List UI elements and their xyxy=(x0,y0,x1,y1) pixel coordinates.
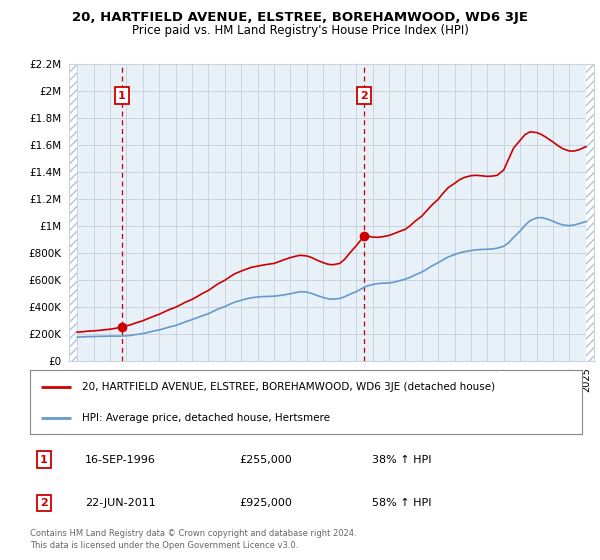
Text: 1: 1 xyxy=(118,91,125,101)
Text: 2: 2 xyxy=(40,498,47,508)
Text: 22-JUN-2011: 22-JUN-2011 xyxy=(85,498,156,508)
Text: 2: 2 xyxy=(360,91,368,101)
Text: 58% ↑ HPI: 58% ↑ HPI xyxy=(372,498,432,508)
Text: Contains HM Land Registry data © Crown copyright and database right 2024.
This d: Contains HM Land Registry data © Crown c… xyxy=(30,529,356,550)
Text: £925,000: £925,000 xyxy=(240,498,293,508)
Text: 16-SEP-1996: 16-SEP-1996 xyxy=(85,455,156,465)
Text: 1: 1 xyxy=(40,455,47,465)
Text: Price paid vs. HM Land Registry's House Price Index (HPI): Price paid vs. HM Land Registry's House … xyxy=(131,24,469,36)
Text: 38% ↑ HPI: 38% ↑ HPI xyxy=(372,455,432,465)
Text: 20, HARTFIELD AVENUE, ELSTREE, BOREHAMWOOD, WD6 3JE (detached house): 20, HARTFIELD AVENUE, ELSTREE, BOREHAMWO… xyxy=(82,382,496,392)
Text: 20, HARTFIELD AVENUE, ELSTREE, BOREHAMWOOD, WD6 3JE: 20, HARTFIELD AVENUE, ELSTREE, BOREHAMWO… xyxy=(72,11,528,24)
Text: £255,000: £255,000 xyxy=(240,455,293,465)
Text: HPI: Average price, detached house, Hertsmere: HPI: Average price, detached house, Hert… xyxy=(82,413,331,423)
